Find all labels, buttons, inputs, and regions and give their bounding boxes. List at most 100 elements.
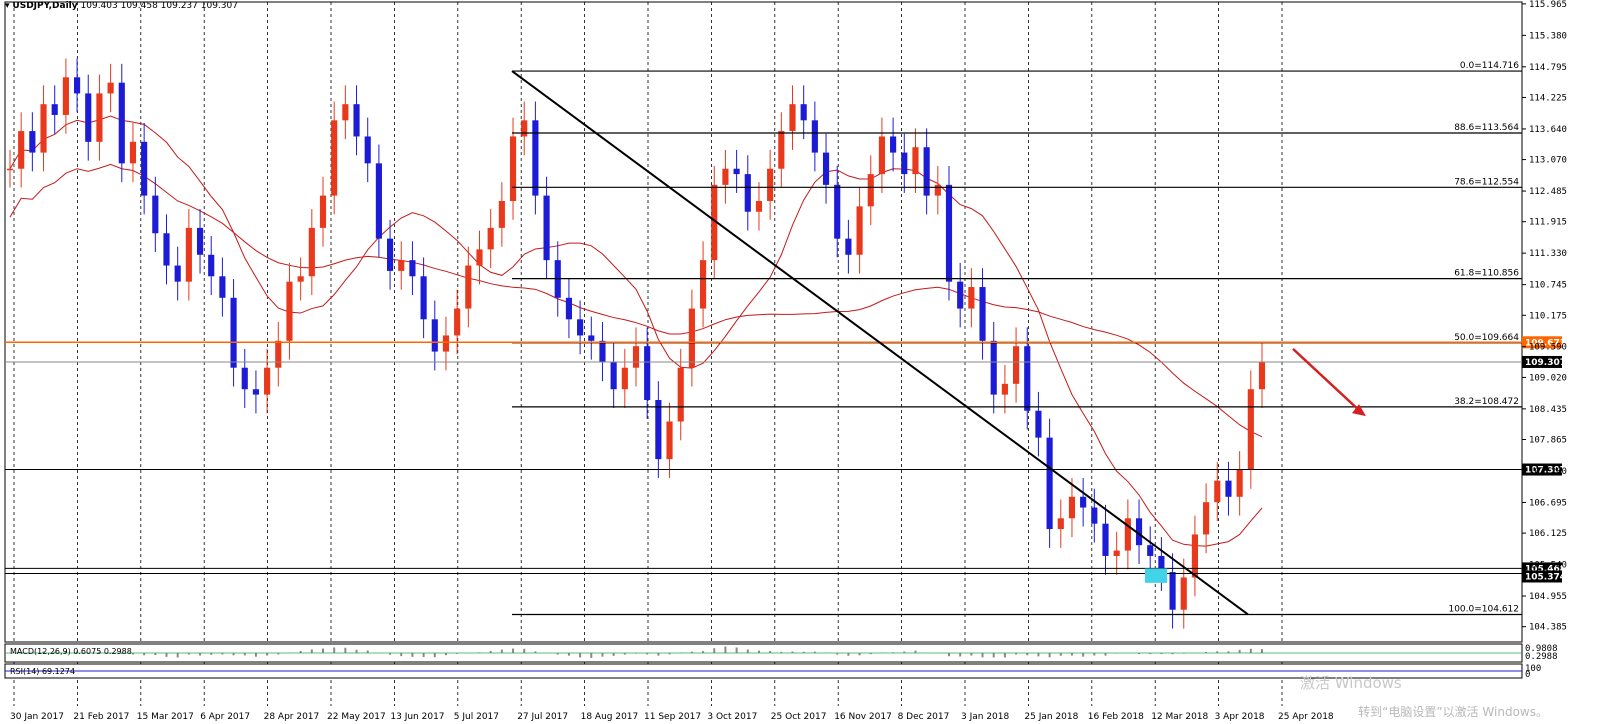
indicator-value-label: 0.2988 (1525, 652, 1558, 662)
candle-body (29, 131, 36, 153)
candle-body (968, 287, 975, 309)
candle-body (18, 131, 25, 169)
candle-body (40, 104, 47, 153)
price-tag (1522, 336, 1562, 349)
candle-body (1191, 534, 1199, 578)
x-tick-label: 3 Oct 2017 (707, 712, 757, 722)
indicator-value-label: 100 (1525, 664, 1541, 674)
ma-slow-line (9, 163, 1263, 438)
candle-body (1169, 572, 1176, 610)
candle-body (62, 77, 69, 115)
ma-fast-line (9, 115, 1263, 547)
candle-body (1135, 518, 1143, 546)
candle-body (1001, 383, 1008, 395)
x-tick-label: 5 Jul 2017 (454, 712, 499, 722)
y-tick-label: 111.330 (1529, 249, 1567, 259)
moving-averages (9, 115, 1263, 547)
candle-body (487, 227, 494, 250)
x-tick-label: 22 May 2017 (327, 712, 386, 722)
candle-body (565, 297, 573, 320)
candle-body (1147, 545, 1154, 556)
chart-menu-icon[interactable]: ▾ (5, 1, 10, 11)
candle-body (1068, 496, 1076, 519)
projection-arrow (1292, 347, 1361, 413)
x-tick-label: 6 Apr 2017 (200, 712, 250, 722)
candle-body (990, 340, 997, 395)
candle-body (297, 276, 304, 282)
candle-body (6, 168, 14, 171)
candle-body (85, 93, 92, 142)
candle-body (1225, 480, 1232, 497)
y-tick-label: 114.795 (1529, 63, 1567, 73)
candle-body (1091, 507, 1098, 524)
price-tag-label: 107.307 (1525, 466, 1566, 476)
x-tick-label: 28 Apr 2017 (264, 712, 320, 722)
candle-body (1057, 518, 1064, 530)
candle-body (878, 136, 886, 175)
x-tick-label: 3 Jan 2018 (961, 712, 1009, 722)
x-tick-label: 11 Sep 2017 (644, 712, 701, 722)
fib-level-label: 0.0=114.716 (1460, 61, 1519, 71)
x-tick-label: 16 Feb 2018 (1088, 712, 1144, 722)
candles (6, 58, 1266, 629)
candle-body (1124, 518, 1131, 551)
candle-body (722, 168, 729, 185)
horizontal-lines (5, 70, 1522, 616)
candle-body (118, 82, 125, 164)
candle-body (308, 227, 315, 277)
price-tag (1522, 570, 1562, 583)
candle-body (152, 195, 159, 234)
candle-body (789, 104, 796, 132)
candle-body (219, 276, 226, 298)
fib-level-label: 38.2=108.472 (1454, 397, 1519, 407)
watermark-line2: 转到“电脑设置”以激活 Windows。 (1358, 705, 1548, 719)
candle-body (934, 184, 941, 196)
x-tick-label: 27 Jul 2017 (517, 712, 568, 722)
candle-body (890, 136, 897, 153)
plot-frame (4, 1, 1523, 643)
candle-body (386, 238, 394, 271)
x-tick-label: 15 Mar 2017 (137, 712, 194, 722)
x-tick-label: 25 Oct 2017 (771, 712, 827, 722)
x-tick-label: 25 Jan 2018 (1024, 712, 1078, 722)
candle-body (912, 147, 919, 175)
candle-body (129, 141, 137, 164)
fib-level-label: 50.0=109.664 (1454, 333, 1519, 343)
candle-body (577, 319, 584, 336)
candle-body (532, 120, 539, 196)
price-axis: 115.965 115.380 114.795 114.225 113.640 113.0… (1522, 0, 1567, 680)
candle-body (342, 104, 349, 121)
candle-body (252, 389, 260, 395)
candle-body (688, 308, 695, 368)
price-tag (1522, 463, 1562, 476)
x-tick-label: 12 Mar 2018 (1151, 712, 1208, 722)
y-tick-label: 112.485 (1529, 187, 1567, 197)
candle-body (811, 120, 818, 153)
candle-body (364, 136, 371, 164)
y-tick-label: 104.385 (1529, 623, 1567, 633)
candle-body (275, 340, 282, 368)
indicator-value-label: 0 (1525, 670, 1530, 680)
candle-body (442, 335, 450, 352)
candle-body (621, 367, 628, 390)
y-tick-label: 107.865 (1529, 436, 1567, 446)
level-labels: 0.0=114.716 88.6=113.564 78.6=112.554 61.8=… (1448, 61, 1566, 614)
candle-body (666, 421, 673, 460)
y-tick-label: 109.020 (1529, 373, 1567, 383)
candle-body (945, 184, 953, 282)
candle-body (196, 227, 204, 255)
candle-body (901, 152, 908, 175)
candle-body (454, 308, 461, 336)
candle-body (264, 367, 271, 395)
fib-level-label: 88.6=113.564 (1454, 123, 1519, 133)
candle-body (286, 281, 293, 341)
candle-body (677, 367, 684, 422)
candle-body (1258, 362, 1266, 390)
candle-body (1080, 496, 1087, 508)
x-tick-label: 8 Dec 2017 (898, 712, 950, 722)
indicator-panes (4, 643, 1523, 679)
downtrend-line (511, 70, 1249, 616)
y-tick-label: 115.380 (1529, 31, 1567, 41)
candle-body (543, 195, 550, 261)
